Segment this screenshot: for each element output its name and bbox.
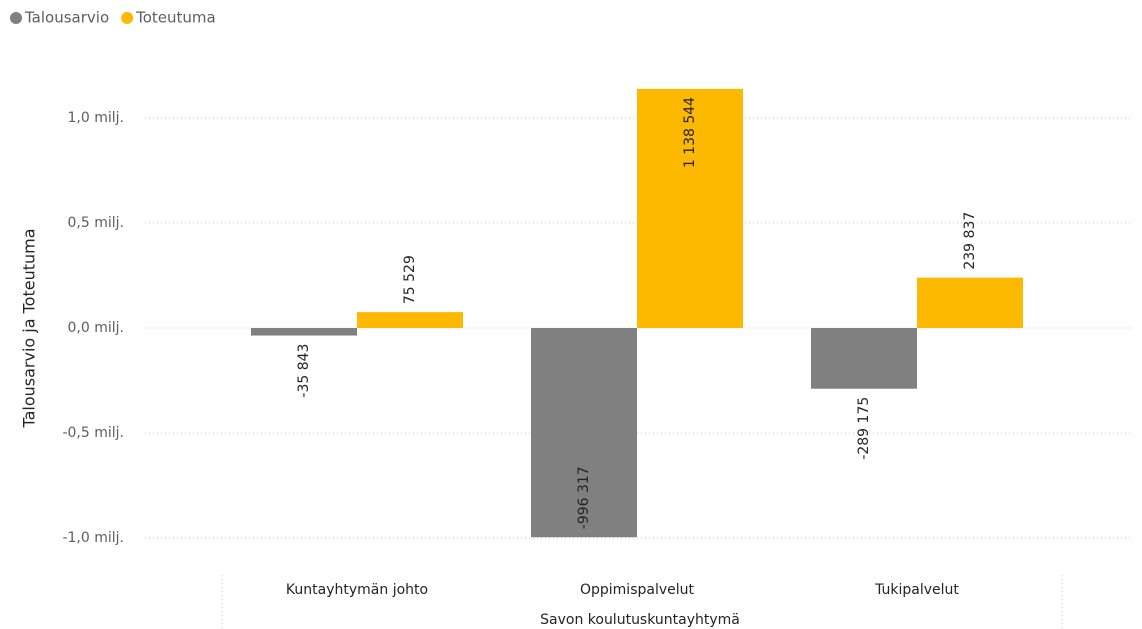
bar	[637, 88, 743, 328]
y-tick-label: -1,0 milj.	[62, 530, 124, 546]
legend-marker	[10, 12, 22, 24]
y-tick-label: 1,0 milj.	[68, 110, 124, 126]
data-label: 239 837	[962, 212, 978, 270]
x-axis-title: Savon koulutuskuntayhtymä	[540, 612, 740, 628]
legend-label: Toteutuma	[135, 9, 216, 27]
bar	[917, 277, 1023, 328]
data-label: -289 175	[856, 397, 872, 460]
bar	[811, 328, 917, 389]
x-tick-label: Kuntayhtymän johto	[286, 582, 428, 598]
y-tick-label: 0,0 milj.	[68, 320, 124, 336]
legend-marker	[121, 12, 134, 24]
x-tick-label: Tukipalvelut	[874, 582, 959, 598]
legend-label: Talousarvio	[24, 9, 109, 27]
bar	[531, 328, 637, 538]
data-label: 1 138 544	[682, 97, 698, 168]
bar	[251, 328, 357, 336]
bar	[357, 312, 463, 328]
x-tick-label: Oppimispalvelut	[580, 582, 695, 598]
data-label: 75 529	[402, 255, 418, 304]
y-tick-label: -0,5 milj.	[62, 425, 124, 441]
data-label: -35 843	[296, 344, 312, 398]
y-axis-title: Talousarvio ja Toteutuma	[20, 228, 39, 428]
data-label: -996 317	[576, 466, 592, 529]
y-tick-label: 0,5 milj.	[68, 215, 124, 231]
